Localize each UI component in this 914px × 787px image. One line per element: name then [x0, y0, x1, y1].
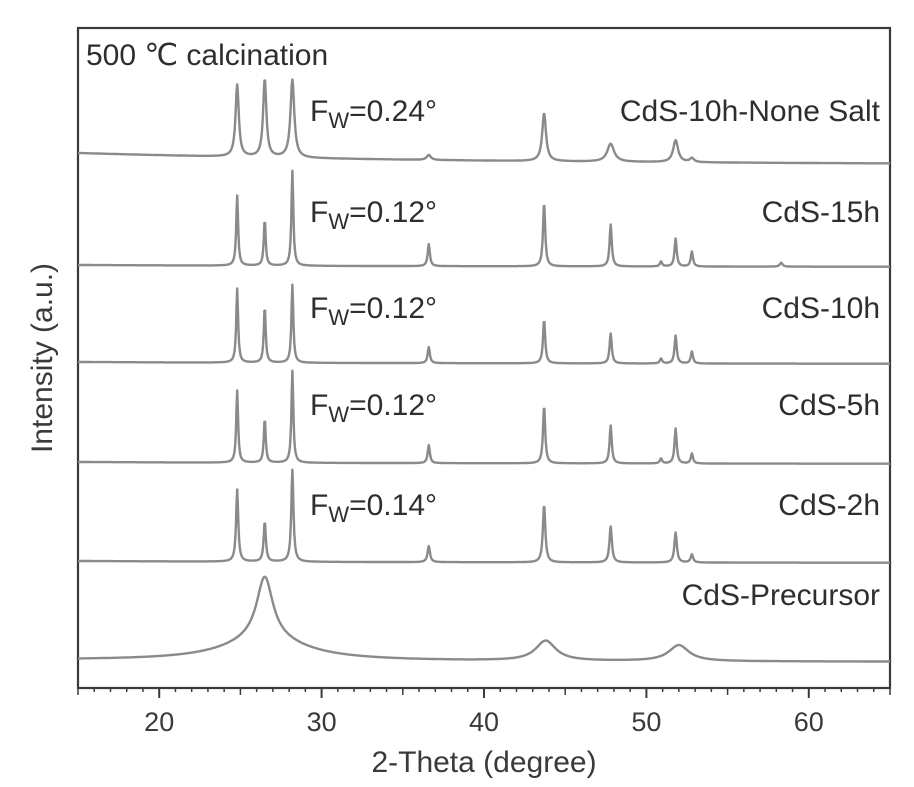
- series-label-cds-2h: CdS-2h: [778, 489, 880, 522]
- fw-label-cds-10h-none-salt: FW=0.24°: [310, 95, 437, 133]
- series-labels: CdS-10h-None Salt CdS-15h CdS-10h CdS-5h CdS…: [620, 95, 881, 612]
- x-tick-label-50: 50: [631, 707, 661, 737]
- x-tick-label-20: 20: [144, 707, 174, 737]
- series-label-cds-5h: CdS-5h: [778, 389, 880, 422]
- series-label-cds-precursor: CdS-Precursor: [682, 579, 880, 612]
- x-tick-label-30: 30: [307, 707, 337, 737]
- fw-label-cds-2h: FW=0.14°: [310, 489, 437, 527]
- fw-label-cds-5h: FW=0.12°: [310, 389, 437, 427]
- x-axis-label: 2-Theta (degree): [371, 746, 596, 779]
- trace-cds-5h: [78, 371, 890, 464]
- x-axis-tick-labels: 20 30 40 50 60: [144, 707, 824, 737]
- x-tick-label-60: 60: [794, 707, 824, 737]
- calcination-annotation: 500 ℃ calcination: [86, 39, 328, 72]
- series-traces: [78, 79, 890, 661]
- y-axis-label: Intensity (a.u.): [26, 263, 59, 453]
- series-label-cds-10h-none-salt: CdS-10h-None Salt: [620, 95, 881, 128]
- trace-cds-2h: [78, 470, 890, 563]
- x-axis-ticks: [78, 688, 890, 698]
- x-tick-label-40: 40: [469, 707, 499, 737]
- series-label-cds-10h: CdS-10h: [762, 292, 880, 325]
- series-label-cds-15h: CdS-15h: [762, 196, 880, 229]
- fw-label-cds-10h: FW=0.12°: [310, 292, 437, 330]
- fw-label-cds-15h: FW=0.12°: [310, 196, 437, 234]
